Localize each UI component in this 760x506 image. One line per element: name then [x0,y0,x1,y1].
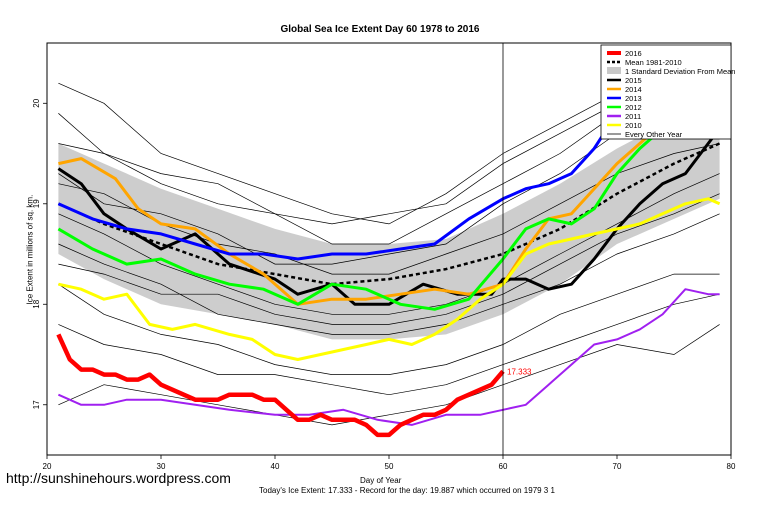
x-tick-label: 70 [613,462,622,471]
y-tick-label: 20 [32,98,41,107]
background-year-line-8 [58,324,720,426]
x-tick-label: 50 [385,462,394,471]
legend-label: 2015 [625,76,642,85]
std-dev-band [58,103,720,340]
series-2011 [57,288,720,426]
legend-label: Every Other Year [625,130,683,139]
legend-label: 2013 [625,94,642,103]
series-2014 [58,91,721,306]
y-tick-label: 17 [32,400,41,409]
background-year-line-6 [58,273,720,375]
y-tick-label: 19 [32,199,41,208]
chart-title: Global Sea Ice Extent Day 60 1978 to 201… [280,24,480,35]
series-2010 [58,197,721,361]
y-tick-label: 18 [32,299,41,308]
x-tick-label: 80 [727,462,736,471]
legend-label: 2011 [625,112,641,121]
x-tick-label: 60 [499,462,508,471]
x-tick-label: 20 [43,462,52,471]
background-year-line-11 [58,193,720,325]
footnote: Today's Ice Extent: 17.333 - Record for … [259,486,555,495]
legend-label: 2010 [625,121,642,130]
x-tick-label: 30 [157,462,166,471]
legend-box [600,44,732,140]
legend-label: 2014 [625,85,642,94]
legend-label: Mean 1981-2010 [625,58,682,67]
series-2012 [57,86,721,311]
watermark-url[interactable]: http://sunshinehours.wordpress.com [6,470,231,486]
background-year-line-7 [58,293,720,396]
series-mean-1981-2010 [57,142,721,286]
legend-label: 2016 [625,49,642,58]
x-tick-label: 40 [271,462,280,471]
legend-label: 2012 [625,103,642,112]
y-axis-label: Ice Extent in millions of sq. km. [25,194,35,305]
background-year-line-5 [58,213,720,335]
background-year-line-4 [58,173,720,315]
legend-label: 1 Standard Deviation From Mean [625,67,735,76]
legend-swatch [607,67,621,74]
end-value-label: 17.333 [507,367,532,376]
series-2016 [56,333,505,438]
x-axis-label: Day of Year [360,476,402,485]
